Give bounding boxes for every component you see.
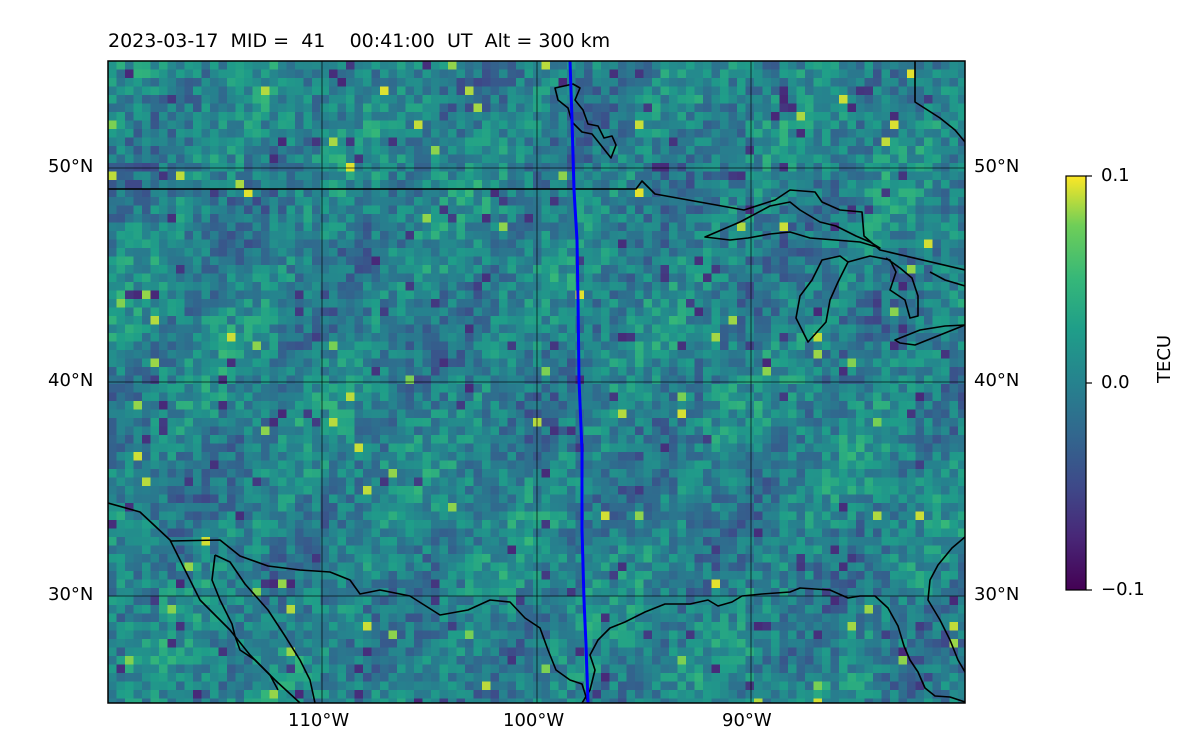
gridlines [108, 61, 965, 703]
lon-tick-90w: 90°W [722, 710, 772, 731]
lake-michigan [795, 255, 849, 343]
title-date: 2023-03-17 [108, 30, 219, 52]
map-title: 2023-03-17 MID = 41 00:41:00 UT Alt = 30… [108, 30, 610, 52]
satellite-track [568, 60, 590, 704]
lake-huron [847, 255, 919, 319]
lat-tick-right-30: 30°N [974, 584, 1020, 605]
lon-tick-100w: 100°W [503, 710, 565, 731]
lat-tick-left-30: 30°N [48, 584, 94, 605]
us-canada-border [108, 180, 965, 271]
colorbar-ticks [1086, 175, 1092, 591]
gulf-coast [581, 587, 965, 703]
florida-coast [927, 536, 965, 673]
colorbar-min-label: −0.1 [1101, 579, 1145, 600]
plot-frame [107, 60, 966, 704]
lake-erie-ontario [894, 271, 965, 346]
colorbar-title: TECU [1154, 334, 1175, 383]
lon-tick-110w: 110°W [288, 710, 350, 731]
lat-tick-right-40: 40°N [974, 370, 1020, 391]
lat-tick-right-50: 50°N [974, 156, 1020, 177]
title-mid-label: MID = [230, 30, 290, 52]
title-time: 00:41:00 [349, 30, 435, 52]
colorbar [1065, 175, 1087, 591]
title-mid-value: 41 [301, 30, 326, 52]
hudson-bay-east-coast [914, 61, 965, 143]
lake-superior [704, 201, 881, 249]
baja-peninsula [169, 539, 589, 703]
title-time-unit: UT [447, 30, 473, 52]
lat-tick-left-50: 50°N [48, 156, 94, 177]
tec-heatmap [108, 61, 965, 703]
colorbar-max-label: 0.1 [1101, 165, 1130, 186]
title-altitude: Alt = 300 km [484, 30, 611, 52]
colorbar-mid-label: 0.0 [1101, 372, 1130, 393]
gulf-of-california [211, 554, 316, 703]
lat-tick-left-40: 40°N [48, 370, 94, 391]
